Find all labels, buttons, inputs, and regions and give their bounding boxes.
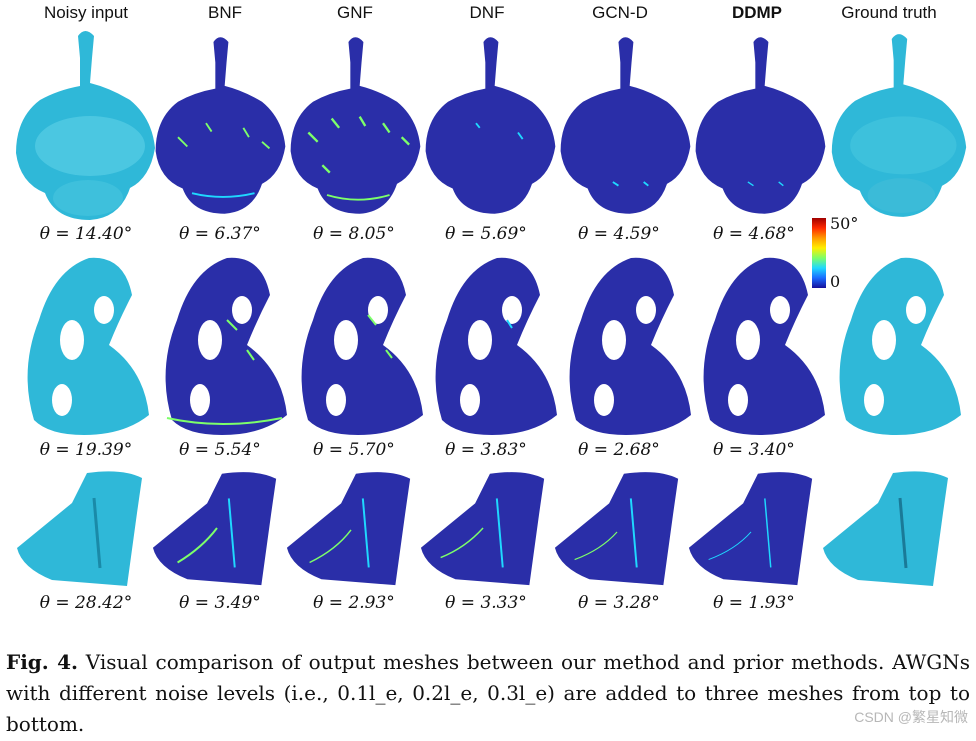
theta-row1-noisy-input: θ = 14.40° [39,224,133,244]
mesh-fertility-ground-truth [839,257,961,435]
mesh-ankylosaurus-noisy [16,31,155,220]
mesh-fertility-gcn-d [569,257,691,435]
column-header-dnf: DNF [469,3,505,22]
mesh-ankylosaurus-gcn-d [560,37,691,214]
figure-label: Fig. 4. [6,650,79,674]
theta-row3-bnf: θ = 3.49° [179,593,261,613]
figure-caption-text: Visual comparison of output meshes betwe… [6,650,971,736]
theta-row2-noisy-input: θ = 19.39° [39,440,133,460]
theta-row3-noisy-input: θ = 28.42° [39,593,133,613]
theta-row1-ddmp: θ = 4.68° [713,224,795,244]
theta-row2-bnf: θ = 5.54° [179,440,261,460]
mesh-ankylosaurus-bnf [155,37,286,214]
mesh-cad-dnf [420,472,545,586]
mesh-cad-noisy [17,471,142,586]
theta-row3-gnf: θ = 2.93° [313,593,395,613]
colorbar-max-label: 50° [830,214,859,233]
column-header-bnf: BNF [208,3,242,22]
mesh-cad-ddmp [688,472,813,586]
mesh-fertility-gnf [301,257,423,435]
theta-row3-gcn-d: θ = 3.28° [578,593,660,613]
mesh-fertility-dnf [435,257,557,435]
theta-row3-ddmp: θ = 1.93° [713,593,795,613]
mesh-cad-bnf [152,472,277,586]
mesh-cad-ground-truth [823,471,948,586]
mesh-cad-gnf [286,472,411,586]
theta-row1-gnf: θ = 8.05° [313,224,395,244]
mesh-fertility-bnf [165,257,287,435]
theta-row1-bnf: θ = 6.37° [179,224,261,244]
error-colorbar [812,218,826,288]
mesh-cad-gcn-d [554,472,679,586]
mesh-ankylosaurus-dnf [425,37,556,214]
theta-row1-gcn-d: θ = 4.59° [578,224,660,244]
theta-row2-gcn-d: θ = 2.68° [578,440,660,460]
theta-row1-dnf: θ = 5.69° [445,224,527,244]
column-header-noisy-input: Noisy input [43,3,129,22]
mesh-fertility-noisy [27,257,150,435]
theta-row2-ddmp: θ = 3.40° [713,440,795,460]
mesh-fertility-ddmp [703,257,825,435]
watermark: CSDN @繁星知微 [854,709,968,725]
theta-row3-dnf: θ = 3.33° [445,593,527,613]
colorbar-min-label: 0 [830,272,841,291]
theta-row2-gnf: θ = 5.70° [313,440,395,460]
column-header-ddmp: DDMP [731,3,783,22]
column-header-gnf: GNF [337,3,373,22]
column-header-gcn-d: GCN-D [592,3,648,22]
mesh-ankylosaurus-ddmp [695,37,826,214]
column-header-ground-truth: Ground truth [841,3,937,22]
theta-row2-dnf: θ = 3.83° [445,440,527,460]
mesh-ankylosaurus-ground-truth [831,34,967,217]
mesh-ankylosaurus-gnf [290,37,421,214]
figure-caption: Fig. 4. Visual comparison of output mesh… [6,647,970,740]
